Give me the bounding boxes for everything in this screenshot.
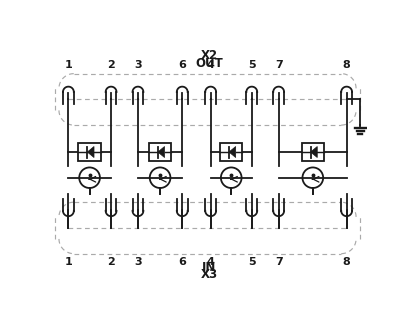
FancyBboxPatch shape	[78, 143, 101, 161]
Polygon shape	[229, 147, 236, 157]
FancyBboxPatch shape	[302, 143, 324, 161]
Text: 3: 3	[134, 257, 142, 267]
FancyBboxPatch shape	[149, 143, 171, 161]
Text: X2: X2	[201, 49, 217, 62]
Text: 1: 1	[64, 257, 72, 267]
Text: 5: 5	[248, 60, 255, 70]
Text: 2: 2	[107, 257, 115, 267]
Text: 8: 8	[343, 257, 350, 267]
Text: 3: 3	[134, 60, 142, 70]
Text: X3: X3	[201, 268, 217, 281]
FancyBboxPatch shape	[220, 143, 242, 161]
Polygon shape	[87, 147, 94, 157]
Text: 4: 4	[207, 60, 215, 70]
Polygon shape	[310, 147, 317, 157]
Text: 7: 7	[275, 60, 282, 70]
Text: 6: 6	[178, 60, 186, 70]
Text: 2: 2	[107, 60, 115, 70]
Text: IN: IN	[202, 261, 216, 274]
Text: 6: 6	[178, 257, 186, 267]
Text: 7: 7	[275, 257, 282, 267]
Text: 1: 1	[64, 60, 72, 70]
Polygon shape	[158, 147, 164, 157]
Text: OUT: OUT	[195, 57, 223, 70]
Text: 5: 5	[248, 257, 255, 267]
Text: 8: 8	[343, 60, 350, 70]
Text: 4: 4	[207, 257, 215, 267]
